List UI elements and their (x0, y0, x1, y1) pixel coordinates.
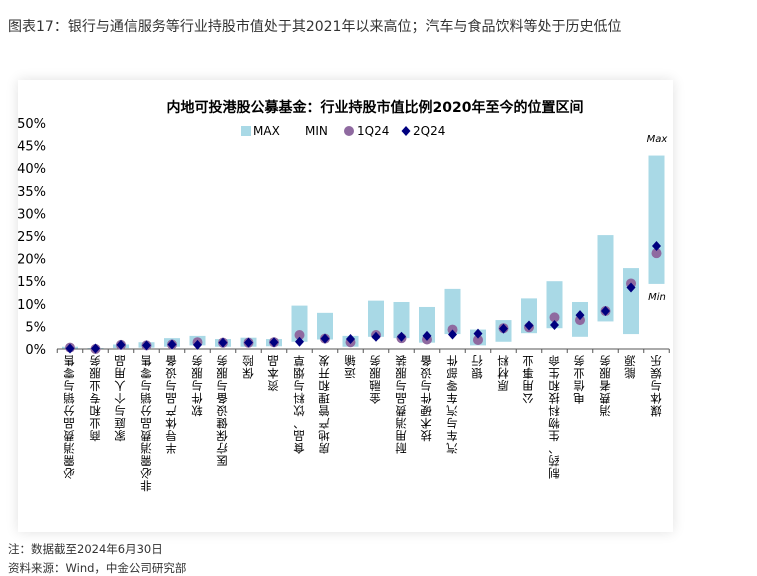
y-tick-label: 15% (17, 275, 46, 290)
marker-2q24 (269, 337, 279, 348)
marker-2q24 (524, 320, 534, 331)
x-tick-label: 消费者服务 (597, 354, 612, 417)
x-tick-label: 金融服务 (368, 354, 382, 404)
marker-2q24 (116, 339, 126, 350)
legend: MAX MIN 1Q24 2Q24 (241, 124, 445, 138)
legend-2q24-marker (401, 126, 411, 136)
x-tick-label: 汽车与汽车零部件 (444, 354, 459, 454)
x-tick-label: 医疗保健设备与服务 (215, 354, 229, 467)
range-bar (623, 268, 639, 335)
marker-2q24 (652, 240, 661, 251)
marker-2q24 (193, 339, 202, 350)
marker-2q24 (448, 329, 457, 340)
chart-card (18, 80, 673, 532)
range-bar (393, 301, 410, 339)
y-tick-label: 50% (17, 117, 46, 132)
y-tick-label: 10% (17, 298, 46, 313)
x-tick-label: 能源 (623, 354, 637, 379)
range-bar (597, 235, 614, 322)
legend-1q24-label: 1Q24 (357, 124, 389, 138)
y-tick-label: 20% (17, 253, 46, 268)
x-tick-label: 半导体产品与设备 (164, 354, 178, 454)
range-bar (648, 155, 665, 284)
y-tick-label: 40% (17, 162, 46, 177)
y-tick-label: 35% (17, 185, 46, 200)
y-tick-label: 45% (17, 140, 46, 155)
x-tick-label: 原材料 (495, 354, 510, 392)
chart-title: 内地可投港股公募基金：行业持股市值比例2020年至今的位置区间 (167, 99, 584, 116)
marker-2q24 (320, 333, 330, 344)
figure-title: 图表17：银行与通信服务等行业持股市值处于其2021年以来高位；汽车与食品饮料等… (8, 19, 622, 35)
marker-2q24 (550, 320, 559, 331)
marker-2q24 (601, 306, 610, 317)
marker-1q24 (294, 329, 305, 340)
range-bar (444, 288, 461, 335)
x-tick-label: 家庭与个人用品 (113, 354, 127, 442)
marker-2q24 (167, 339, 177, 350)
legend-2q24-label: 2Q24 (413, 124, 445, 138)
range-bar (368, 300, 384, 337)
x-tick-label: 技术硬件与设备 (419, 354, 433, 442)
legend-max-label: MAX (253, 124, 280, 138)
marker-2q24 (65, 343, 75, 354)
legend-max-swatch (241, 126, 251, 136)
x-tick-label: 房地产管理和开发 (317, 354, 331, 454)
marker-2q24 (91, 343, 100, 354)
max-annotation: Max (647, 134, 668, 145)
x-tick-label: 银行 (470, 354, 484, 379)
x-tick-label: 资本品 (266, 354, 280, 392)
x-tick-label: 保险 (240, 354, 255, 379)
x-tick-label: 耐用消费品与服装 (393, 354, 408, 454)
marker-2q24 (473, 328, 483, 339)
marker-2q24 (371, 331, 381, 342)
note-date: 注：数据截至2024年6月30日 (8, 542, 163, 556)
marker-2q24 (397, 331, 406, 342)
x-tick-label: 电信业务 (572, 354, 586, 404)
range-bar (419, 306, 435, 343)
x-tick-label: 食品、饮料与烟草 (291, 354, 306, 454)
x-tick-label: 商业和专业服务 (87, 354, 102, 442)
marker-2q24 (422, 330, 432, 341)
y-tick-label: 25% (17, 230, 46, 245)
marker-2q24 (244, 337, 253, 348)
x-tick-label: 运输 (342, 354, 357, 379)
marker-1q24 (473, 334, 483, 345)
marker-2q24 (626, 282, 636, 293)
marker-2q24 (142, 340, 151, 351)
x-tick-label: 软件与服务 (189, 354, 204, 417)
x-tick-label: 媒体与娱乐 (648, 354, 663, 417)
legend-1q24-marker (344, 126, 354, 136)
y-tick-label: 0% (25, 343, 46, 358)
marker-2q24 (575, 310, 585, 321)
marker-1q24 (549, 312, 560, 323)
y-tick-label: 5% (25, 320, 46, 335)
x-tick-label: 制药、生物科技和生命 (546, 354, 561, 479)
y-tick-label: 30% (17, 207, 46, 222)
x-tick-label: 必需消费品分销与零售 (62, 354, 76, 479)
range-bar (317, 312, 333, 340)
marker-2q24 (218, 337, 228, 348)
marker-2q24 (295, 336, 304, 347)
marker-2q24 (346, 334, 355, 345)
x-tick-label: 公用事业 (521, 354, 535, 404)
x-tick-label: 非必需消费品分销与零售 (138, 354, 153, 492)
min-annotation: Min (648, 292, 666, 303)
legend-min-label: MIN (305, 124, 328, 138)
marker-1q24 (651, 248, 662, 259)
marker-2q24 (499, 323, 508, 334)
note-source: 资料来源：Wind，中金公司研究部 (8, 561, 187, 575)
